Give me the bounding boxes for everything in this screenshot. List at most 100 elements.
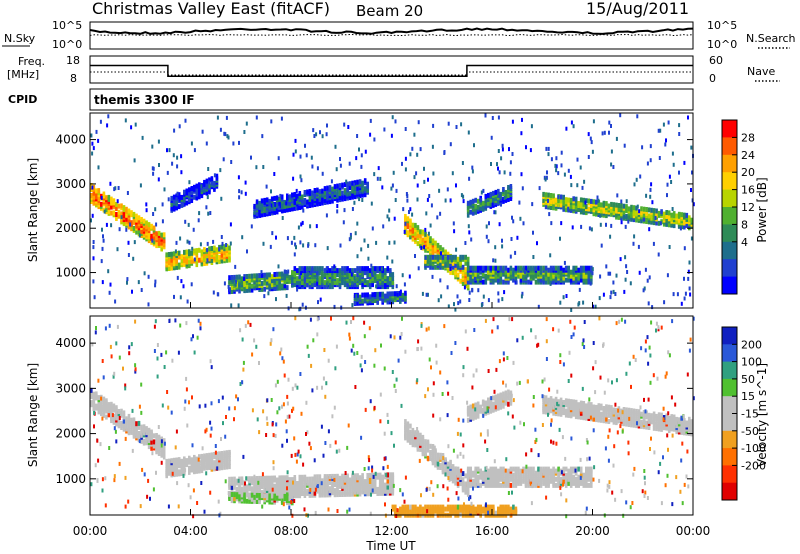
heatmap-cell bbox=[600, 411, 603, 417]
heatmap-cell bbox=[157, 236, 161, 242]
heatmap-cell bbox=[565, 126, 568, 131]
heatmap-cell bbox=[203, 261, 206, 266]
heatmap-cell bbox=[260, 475, 264, 481]
heatmap-cell bbox=[150, 233, 153, 239]
heatmap-cell bbox=[126, 280, 128, 285]
heatmap-cell bbox=[325, 213, 328, 218]
heatmap-cell bbox=[650, 215, 653, 221]
heatmap-cell bbox=[446, 187, 449, 192]
heatmap-cell bbox=[308, 284, 312, 290]
heatmap-cell bbox=[494, 265, 498, 271]
heatmap-cell bbox=[416, 233, 420, 239]
heatmap-cell bbox=[630, 204, 633, 210]
heatmap-cell bbox=[466, 265, 470, 271]
heatmap-cell bbox=[394, 119, 397, 124]
heatmap-cell bbox=[180, 154, 183, 159]
heatmap-cell bbox=[406, 216, 410, 222]
heatmap-cell bbox=[550, 157, 553, 162]
heatmap-cell bbox=[411, 222, 415, 228]
heatmap-cell bbox=[105, 195, 108, 201]
heatmap-cell bbox=[145, 208, 148, 213]
heatmap-cell bbox=[597, 403, 601, 409]
heatmap-cell bbox=[343, 182, 347, 188]
heatmap-cell bbox=[644, 267, 647, 272]
heatmap-cell bbox=[665, 210, 668, 215]
heatmap-cell bbox=[504, 194, 508, 199]
heatmap-cell bbox=[303, 488, 307, 494]
heatmap-cell bbox=[497, 468, 500, 474]
heatmap-cell bbox=[497, 474, 500, 480]
heatmap-cell bbox=[268, 487, 271, 493]
heatmap-cell bbox=[311, 190, 314, 196]
heatmap-cell bbox=[392, 170, 395, 175]
heatmap-cell bbox=[507, 267, 510, 273]
heatmap-cell bbox=[229, 241, 232, 246]
heatmap-cell bbox=[454, 466, 457, 472]
heatmap-cell bbox=[627, 219, 630, 224]
heatmap-cell bbox=[549, 468, 553, 474]
heatmap-cell bbox=[524, 480, 528, 486]
heatmap-cell bbox=[310, 155, 313, 160]
heatmap-cell bbox=[384, 293, 387, 299]
heatmap-cell bbox=[578, 287, 581, 292]
heatmap-cell bbox=[248, 273, 251, 279]
heatmap-cell bbox=[559, 397, 563, 403]
heatmap-cell bbox=[462, 199, 465, 204]
heatmap-cell bbox=[173, 294, 175, 299]
heatmap-cell bbox=[552, 466, 555, 472]
heatmap-cell bbox=[278, 483, 281, 489]
heatmap-cell bbox=[514, 466, 518, 472]
heatmap-cell bbox=[559, 476, 563, 482]
heatmap-cell bbox=[293, 266, 297, 272]
heatmap-cell bbox=[476, 474, 480, 480]
heatmap-cell bbox=[150, 223, 153, 229]
heatmap-cell bbox=[409, 218, 412, 224]
heatmap-cell bbox=[378, 482, 382, 488]
heatmap-cell bbox=[393, 240, 396, 245]
heatmap-cell bbox=[550, 221, 553, 226]
heatmap-cell bbox=[176, 275, 179, 280]
heatmap-cell bbox=[623, 289, 626, 294]
heatmap-cell bbox=[105, 398, 108, 404]
heatmap-cell bbox=[206, 184, 209, 189]
heatmap-cell bbox=[599, 274, 602, 279]
heatmap-cell bbox=[384, 282, 387, 288]
heatmap-cell bbox=[668, 174, 671, 179]
heatmap-cell bbox=[160, 246, 163, 252]
heatmap-cell bbox=[308, 266, 312, 272]
heatmap-cell bbox=[232, 141, 235, 146]
heatmap-cell bbox=[358, 197, 361, 202]
heatmap-cell bbox=[278, 475, 281, 481]
heatmap-cell bbox=[183, 261, 186, 267]
heatmap-cell bbox=[358, 147, 360, 152]
heatmap-cell bbox=[449, 269, 452, 275]
heatmap-cell bbox=[229, 222, 232, 227]
heatmap-cell bbox=[425, 292, 428, 297]
heatmap-cell bbox=[476, 405, 480, 411]
heatmap-cell bbox=[572, 124, 575, 129]
heatmap-cell bbox=[642, 216, 646, 222]
heatmap-cell bbox=[158, 163, 160, 167]
heatmap-cell bbox=[120, 215, 123, 220]
heatmap-cell bbox=[464, 254, 467, 260]
heatmap-cell bbox=[557, 171, 560, 176]
heatmap-cell bbox=[109, 181, 112, 186]
heatmap-cell bbox=[210, 258, 214, 263]
heatmap-cell bbox=[471, 277, 475, 283]
heatmap-cell bbox=[157, 434, 161, 440]
heatmap-cell bbox=[659, 221, 662, 226]
heatmap-cell bbox=[303, 276, 307, 282]
heatmap-cell bbox=[182, 284, 185, 289]
heatmap-cell bbox=[424, 231, 427, 237]
heatmap-cell bbox=[368, 483, 372, 489]
heatmap-cell bbox=[399, 289, 402, 294]
heatmap-cell bbox=[303, 198, 307, 203]
heatmap-cell bbox=[636, 204, 639, 209]
heatmap-cell bbox=[559, 265, 563, 271]
heatmap-cell bbox=[680, 425, 683, 431]
heatmap-cell bbox=[416, 430, 420, 436]
heatmap-cell bbox=[188, 249, 191, 255]
heatmap-cell bbox=[485, 224, 488, 229]
heatmap-cell bbox=[509, 390, 513, 396]
heatmap-cell bbox=[312, 128, 315, 133]
